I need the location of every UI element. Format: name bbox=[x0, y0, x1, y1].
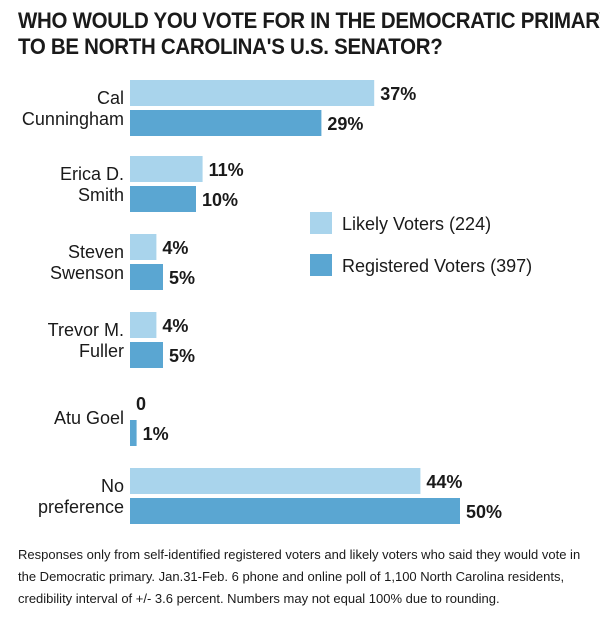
legend-swatch-registered bbox=[310, 254, 332, 276]
bar-registered-3 bbox=[130, 342, 163, 368]
category-label-3-1: Fuller bbox=[79, 341, 124, 361]
bar-registered-2 bbox=[130, 264, 163, 290]
category-label-5-0: No bbox=[101, 476, 124, 496]
value-label-likely-4: 0 bbox=[136, 394, 146, 414]
chart-title-line-1: WHO WOULD YOU VOTE FOR IN THE DEMOCRATIC… bbox=[18, 8, 600, 33]
bar-likely-0 bbox=[130, 80, 375, 106]
value-label-likely-1: 11% bbox=[209, 160, 244, 180]
value-label-registered-5: 50% bbox=[466, 502, 502, 522]
value-label-registered-2: 5% bbox=[169, 268, 195, 288]
legend-swatch-likely bbox=[310, 212, 332, 234]
category-label-4-0: Atu Goel bbox=[54, 408, 124, 428]
legend-label-likely: Likely Voters (224) bbox=[342, 214, 491, 234]
value-label-likely-2: 4% bbox=[162, 238, 188, 258]
bar-registered-4 bbox=[130, 420, 137, 446]
category-label-1-1: Smith bbox=[78, 185, 124, 205]
value-label-registered-0: 29% bbox=[327, 114, 363, 134]
category-label-2-1: Swenson bbox=[50, 263, 124, 283]
category-label-2-0: Steven bbox=[68, 242, 124, 262]
chart-title: WHO WOULD YOU VOTE FOR IN THE DEMOCRATIC… bbox=[18, 8, 600, 60]
category-label-0-0: Cal bbox=[97, 88, 124, 108]
legend-label-registered: Registered Voters (397) bbox=[342, 256, 532, 276]
bar-registered-1 bbox=[130, 186, 196, 212]
category-label-0-1: Cunningham bbox=[22, 109, 124, 129]
value-label-likely-5: 44% bbox=[426, 472, 462, 492]
chart-title-line-2: TO BE NORTH CAROLINA'S U.S. SENATOR? bbox=[18, 34, 443, 59]
category-label-1-0: Erica D. bbox=[60, 164, 124, 184]
bar-likely-3 bbox=[130, 312, 157, 338]
category-label-3-0: Trevor M. bbox=[48, 320, 124, 340]
value-label-likely-0: 37% bbox=[380, 84, 416, 104]
value-label-likely-3: 4% bbox=[162, 316, 188, 336]
bar-likely-1 bbox=[130, 156, 203, 182]
bar-likely-2 bbox=[130, 234, 157, 260]
value-label-registered-4: 1% bbox=[143, 424, 169, 444]
bar-registered-0 bbox=[130, 110, 322, 136]
category-label-5-1: preference bbox=[38, 497, 124, 517]
bar-likely-5 bbox=[130, 468, 421, 494]
value-label-registered-1: 10% bbox=[202, 190, 238, 210]
footnote: Responses only from self-identified regi… bbox=[18, 547, 581, 606]
value-label-registered-3: 5% bbox=[169, 346, 195, 366]
bar-registered-5 bbox=[130, 498, 460, 524]
